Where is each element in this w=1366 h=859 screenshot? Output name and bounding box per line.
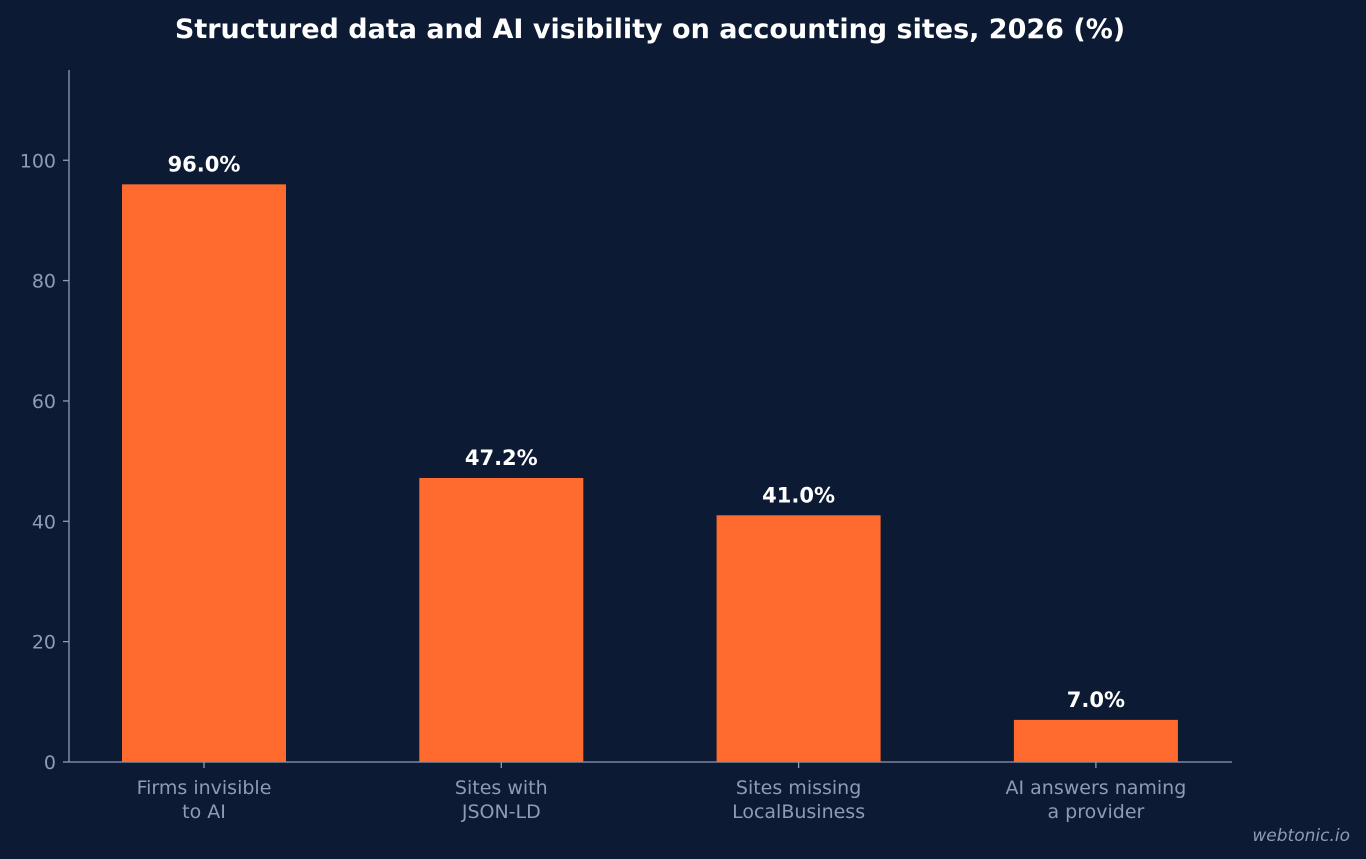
chart-title: Structured data and AI visibility on acc… <box>175 14 1125 45</box>
y-tick-label: 100 <box>20 150 56 172</box>
x-axis <box>69 761 1232 768</box>
value-labels: 96.0% 47.2% 41.0% 7.0% <box>168 152 1125 712</box>
x-category-label: JSON-LD <box>461 801 541 823</box>
y-tick-label: 80 <box>32 271 56 293</box>
bar-value-label: 7.0% <box>1067 688 1125 712</box>
x-category-label: a provider <box>1047 801 1144 823</box>
y-axis: 0 20 40 60 80 100 <box>20 70 70 774</box>
x-category-label: LocalBusiness <box>732 801 865 823</box>
bar-value-label: 96.0% <box>168 152 241 176</box>
x-category-label: Sites missing <box>736 777 861 799</box>
x-category-label: Sites with <box>455 777 548 799</box>
bar <box>716 515 881 762</box>
bars <box>122 184 1178 762</box>
bar <box>122 184 286 762</box>
x-category-label: to AI <box>182 801 226 823</box>
bar-value-label: 47.2% <box>465 446 538 470</box>
watermark: webtonic.io <box>1252 826 1350 846</box>
bar <box>419 477 584 762</box>
y-tick-label: 20 <box>32 632 56 654</box>
y-tick-label: 40 <box>32 511 56 533</box>
y-tick-label: 60 <box>32 391 56 413</box>
y-tick-label: 0 <box>44 752 56 774</box>
bar <box>1013 719 1178 762</box>
x-category-label: Firms invisible <box>137 777 272 799</box>
bar-value-label: 41.0% <box>762 483 835 507</box>
x-category-label: AI answers naming <box>1006 777 1187 799</box>
